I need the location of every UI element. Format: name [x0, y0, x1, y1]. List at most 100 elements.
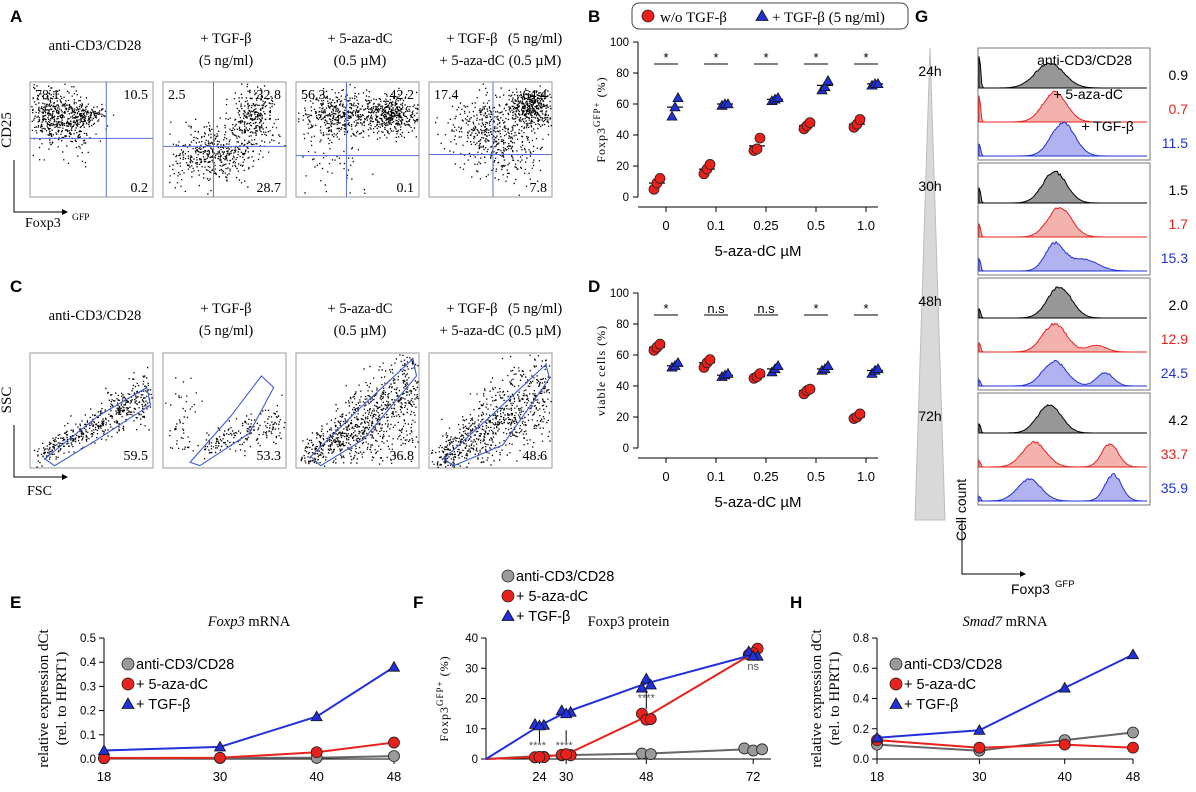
plot-title: (5 ng/ml)	[199, 53, 254, 69]
event-dots	[435, 83, 552, 196]
y-axis-label-2: (rel. to HPRT1)	[827, 652, 843, 746]
flow-plot-ssc-2: 53.3	[162, 352, 287, 469]
series-2	[485, 645, 764, 760]
histogram-value: 4.2	[1169, 412, 1189, 428]
quadrant-value-lower-right: 0.1	[397, 181, 415, 196]
triangle-marker	[722, 98, 734, 109]
legend-label: + 5-aza-dC	[516, 589, 588, 605]
x-tick-label: 30	[559, 769, 573, 784]
plot-frame	[29, 352, 154, 469]
triangle-marker	[722, 367, 734, 378]
plot-title-extra: (0.5 µM)	[509, 323, 562, 339]
circle-marker	[804, 383, 816, 395]
x-tick-label: 0	[662, 469, 669, 484]
histogram-trace	[978, 207, 1147, 238]
legend-label-series1: w/o TGF-β	[660, 10, 727, 26]
gate-value: 53.3	[257, 449, 282, 464]
triangle-marker	[772, 91, 784, 102]
plot-title: (0.5 µM)	[334, 323, 387, 339]
circle-marker	[310, 746, 323, 759]
triangle-marker	[97, 744, 111, 756]
x-axis-label-sup: GFP	[72, 213, 89, 223]
plot-title: + TGF-β	[446, 301, 497, 317]
triangle-marker	[1058, 681, 1071, 693]
quadrant-value-lower-right: 7.8	[530, 181, 548, 196]
panel-letter-D: D	[588, 277, 600, 296]
y-tick-label: 0.8	[853, 633, 869, 645]
y-tick-label: 20	[616, 161, 629, 173]
gate-value: 36.8	[390, 449, 415, 464]
circle-marker	[388, 750, 400, 762]
circle-marker	[641, 9, 655, 23]
plot-title: anti-CD3/CD28	[49, 308, 142, 324]
circle-marker	[560, 748, 573, 761]
triangle-marker	[872, 363, 884, 374]
chart-F: 01020304024304872time (hours)Foxp3 prote…	[435, 569, 771, 784]
circle-marker	[754, 132, 766, 144]
triangle-marker	[872, 78, 884, 88]
histogram-trace	[978, 360, 1147, 387]
significance-label: *	[813, 301, 818, 316]
triangle-marker	[822, 74, 834, 85]
x-tick-label: 48	[387, 769, 401, 784]
panel-letter-A: A	[10, 7, 22, 26]
quadrant-value-upper-left: 78.1	[35, 88, 60, 103]
triangle-marker	[669, 101, 681, 112]
x-tick-label: 0.1	[707, 469, 725, 484]
series-1	[871, 734, 1139, 754]
triangle-marker	[666, 110, 678, 121]
circle-marker	[889, 677, 903, 691]
y-axis-label: relative expression dCt	[36, 629, 52, 768]
y-axis-label: Cell count	[953, 479, 969, 541]
circle-marker	[501, 569, 515, 583]
histogram-value: 2.0	[1169, 297, 1189, 313]
significance-label: *	[663, 50, 668, 65]
quadrant-value-upper-right: 42.2	[390, 88, 415, 103]
y-tick-label: 0.0	[80, 754, 96, 766]
quadrant-value-lower-right: 0.2	[131, 181, 149, 196]
histogram-label: + TGF-β	[1081, 118, 1134, 134]
triangle-marker	[640, 672, 653, 684]
circle-marker	[854, 114, 866, 125]
triangle-marker	[889, 697, 903, 709]
y-tick-label: 80	[616, 68, 629, 80]
y-axis-label: SSC	[0, 387, 15, 414]
y-tick-label: 80	[616, 319, 629, 331]
panel-letter-E: E	[10, 593, 21, 612]
series-line	[485, 653, 754, 760]
x-axis-label: 5-aza-dC µM	[715, 243, 802, 260]
flow-plot-cd25-4: 17.4 64.4 7.8	[428, 81, 553, 198]
panel-g-histograms: 0.9 0.7 11.5 24h 1.5 1.7 15.3 30h 2.0 12.9 24.5 48h…	[914, 47, 1189, 597]
plot-title: + TGF-β	[446, 31, 497, 47]
plot-title: + 5-aza-dC	[328, 301, 393, 317]
triangle-marker	[672, 356, 684, 367]
arrow-head-icon	[62, 209, 68, 215]
triangle-marker	[310, 710, 323, 722]
circle-marker	[704, 159, 716, 170]
circle-marker	[973, 741, 986, 754]
triangle-marker	[819, 81, 831, 92]
chart-title: Foxp3 mRNA	[207, 614, 291, 630]
gate-outline	[189, 375, 275, 467]
histogram-trace	[978, 472, 1147, 502]
x-axis-label: Foxp3	[1011, 581, 1050, 597]
y-axis-label: Foxp3GFP+ (%)	[435, 655, 451, 741]
time-label: 72h	[918, 408, 941, 424]
plot-title: + 5-aza-dC	[440, 323, 505, 339]
y-tick-label: 0.4	[80, 657, 97, 669]
y-tick-label: 0.3	[80, 681, 96, 693]
histogram-value: 12.9	[1161, 331, 1188, 347]
chart-title: Foxp3 protein	[588, 614, 671, 630]
plot-title-extra: (0.5 µM)	[509, 53, 562, 69]
x-tick-label: 0.1	[707, 218, 725, 233]
histogram-value: 35.9	[1161, 480, 1188, 496]
triangle-marker	[746, 649, 760, 661]
histogram-frame	[977, 392, 1151, 506]
y-tick-label: 0.6	[853, 663, 869, 675]
triangle-marker	[644, 678, 657, 690]
quadrant-value-upper-left: 56.3	[301, 88, 326, 103]
quadrant-value-upper-right: 64.4	[523, 88, 548, 103]
x-tick-label: 30	[213, 769, 227, 784]
legend-label: + TGF-β	[516, 609, 570, 625]
